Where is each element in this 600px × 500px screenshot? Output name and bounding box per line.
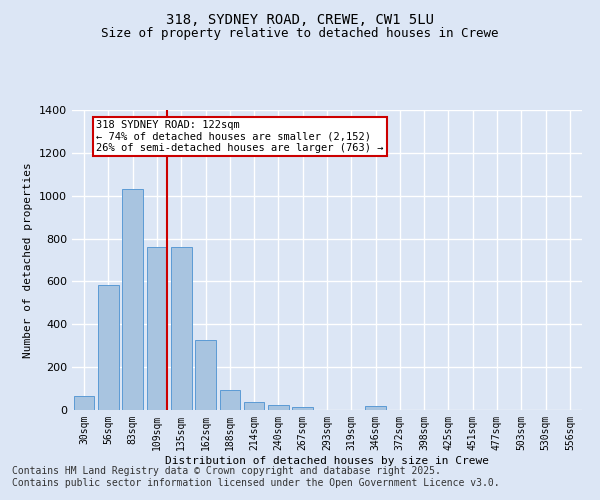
Bar [74, 396, 94, 410]
Bar [244, 402, 265, 410]
Bar [171, 247, 191, 410]
Text: 318, SYDNEY ROAD, CREWE, CW1 5LU: 318, SYDNEY ROAD, CREWE, CW1 5LU [166, 12, 434, 26]
Bar [122, 190, 143, 410]
Text: 318 SYDNEY ROAD: 122sqm
← 74% of detached houses are smaller (2,152)
26% of semi: 318 SYDNEY ROAD: 122sqm ← 74% of detache… [96, 120, 384, 153]
X-axis label: Distribution of detached houses by size in Crewe: Distribution of detached houses by size … [165, 456, 489, 466]
Bar [195, 340, 216, 410]
Bar [146, 247, 167, 410]
Text: Size of property relative to detached houses in Crewe: Size of property relative to detached ho… [101, 28, 499, 40]
Bar [220, 390, 240, 410]
Bar [98, 284, 119, 410]
Bar [292, 407, 313, 410]
Bar [365, 406, 386, 410]
Text: Contains HM Land Registry data © Crown copyright and database right 2025.
Contai: Contains HM Land Registry data © Crown c… [12, 466, 500, 487]
Y-axis label: Number of detached properties: Number of detached properties [23, 162, 34, 358]
Bar [268, 406, 289, 410]
